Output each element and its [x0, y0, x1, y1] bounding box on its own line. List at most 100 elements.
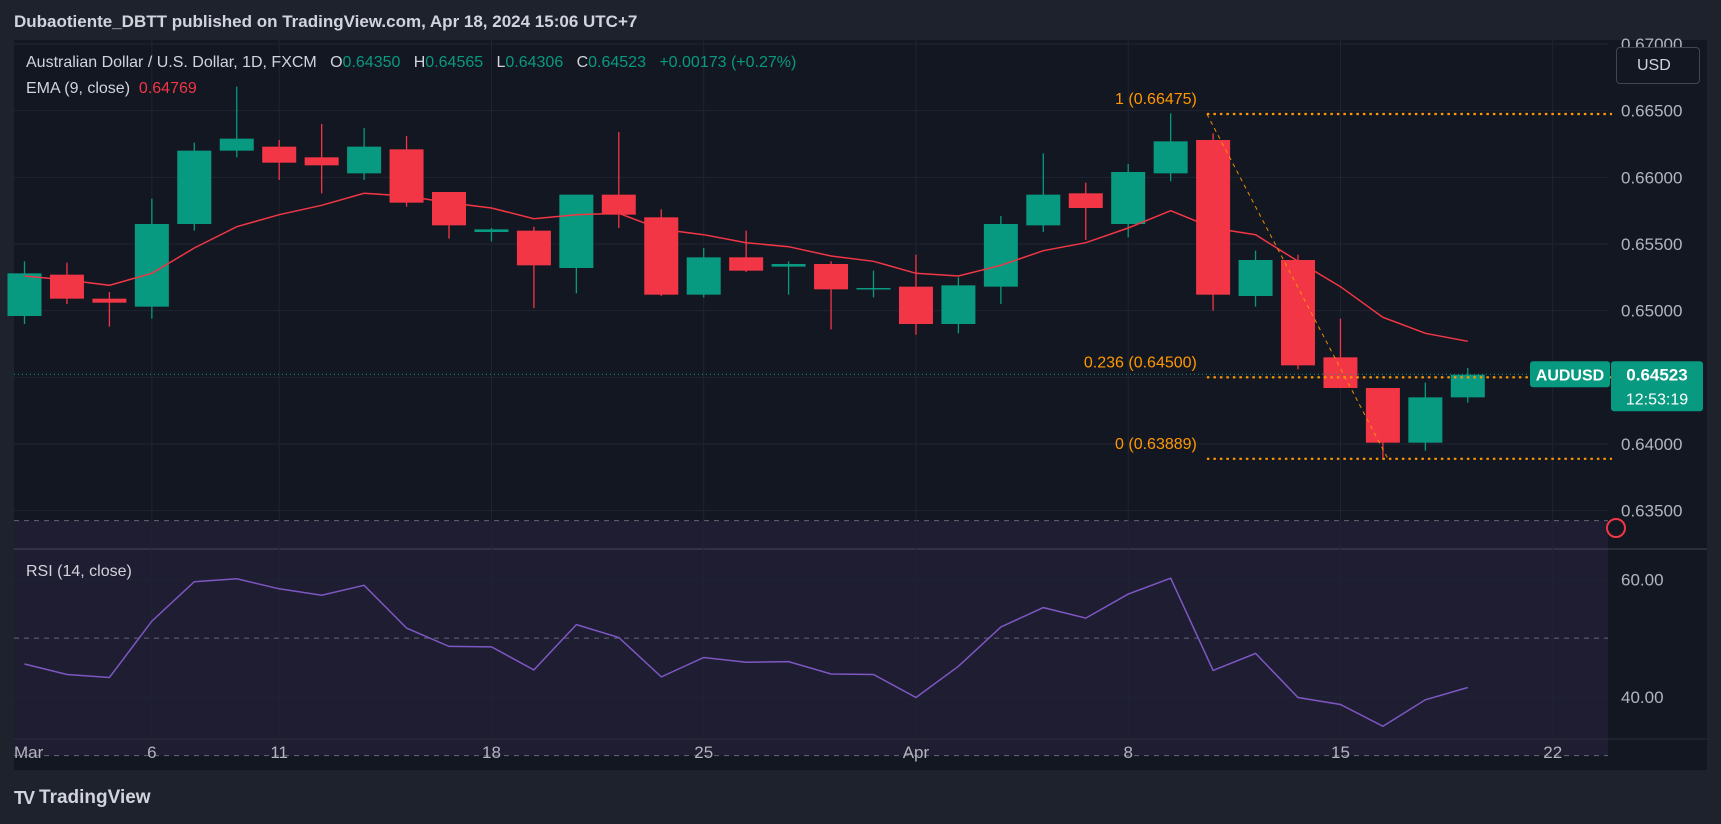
candle: [389, 136, 424, 207]
rsi-legend[interactable]: RSI (14, close): [26, 563, 132, 581]
price-axis-tick: 0.65000: [1621, 302, 1682, 321]
publisher-header: Dubaotiente_DBTT published on TradingVie…: [14, 12, 638, 31]
time-axis-tick: Apr: [903, 743, 930, 762]
candle: [7, 261, 42, 324]
open-value: 0.64350: [342, 54, 401, 71]
symbol-tag-bg: [1530, 361, 1610, 388]
candle: [474, 228, 509, 242]
candle-body: [1153, 141, 1188, 174]
candle-body: [304, 157, 339, 166]
price-axis-tick: 0.66500: [1621, 102, 1682, 121]
candle: [856, 270, 891, 298]
candle: [814, 261, 849, 330]
fibonacci-retracement[interactable]: 1 (0.66475) 0.236 (0.64500) 0 (0.63889): [1084, 91, 1612, 460]
candle-body: [219, 138, 254, 151]
close-value: 0.64523: [588, 54, 646, 71]
axes: 0.635000.640000.645000.650000.655000.660…: [14, 35, 1707, 762]
alert-circle-icon: [1606, 518, 1626, 538]
candle-body: [1323, 357, 1358, 388]
candle-body: [7, 273, 42, 316]
tradingview-brand[interactable]: TV TradingView: [14, 787, 151, 809]
candle-body: [177, 150, 212, 224]
candle-body: [686, 257, 721, 295]
candle: [219, 86, 254, 158]
candle-body: [1365, 388, 1400, 443]
low-label: L: [496, 54, 506, 71]
price-tag-bg: [1611, 361, 1703, 412]
ema-legend[interactable]: EMA (9, close) 0.64769: [26, 80, 197, 98]
candle-body: [134, 224, 169, 307]
fib-level-label: 0 (0.63889): [1115, 436, 1197, 453]
price-axis-tick: 0.64000: [1621, 435, 1682, 454]
candle: [644, 209, 679, 296]
candles: [7, 86, 1485, 459]
candle-body: [516, 230, 551, 266]
candle-body: [856, 288, 891, 290]
rsi-pane: [14, 520, 1608, 757]
candle: [729, 230, 764, 272]
symbol-legend[interactable]: Australian Dollar / U.S. Dollar, 1D, FXC…: [26, 54, 796, 72]
candle: [1365, 388, 1400, 459]
candle: [1111, 164, 1146, 238]
fib-trend-line: [1206, 113, 1389, 460]
candle: [262, 140, 297, 180]
candle-body: [771, 264, 806, 267]
candle: [134, 198, 169, 319]
low-value: 0.64306: [505, 54, 564, 71]
ema-label[interactable]: EMA (9, close): [26, 80, 131, 97]
high-label: H: [413, 54, 426, 71]
candle: [686, 248, 721, 298]
symbol-name[interactable]: Australian Dollar / U.S. Dollar, 1D, FXC…: [26, 54, 317, 71]
candle: [177, 142, 212, 231]
candle: [1196, 133, 1231, 311]
candle-body: [92, 298, 127, 303]
candle: [1281, 254, 1315, 370]
rsi-axis-tick: 40.00: [1621, 688, 1664, 707]
ema-layer: [14, 192, 1608, 375]
candle: [432, 192, 466, 239]
time-axis-tick: 8: [1123, 743, 1132, 762]
candle: [983, 216, 1018, 304]
candle: [1408, 382, 1443, 451]
price-tag: AUDUSD 0.64523 12:53:19: [1530, 361, 1703, 538]
rsi-line: [24, 577, 1469, 728]
candle: [1323, 318, 1358, 388]
change-value: +0.00173 (+0.27%): [659, 54, 797, 71]
candle-body: [559, 194, 594, 268]
candle: [1450, 368, 1485, 403]
candle: [601, 132, 636, 228]
candle-body: [983, 224, 1018, 287]
candle: [771, 261, 806, 295]
candle: [347, 128, 382, 180]
candle-body: [1026, 194, 1061, 226]
time-axis-tick: 18: [482, 743, 501, 762]
candle-body: [1111, 172, 1146, 224]
tradingview-logo-icon: TV: [14, 787, 35, 808]
rsi-label[interactable]: RSI (14, close): [26, 563, 132, 580]
price-tag-value: 0.64523: [1626, 365, 1687, 384]
rsi-line-layer: [24, 577, 1469, 728]
fib-level-label: 1 (0.66475): [1115, 91, 1197, 108]
candle: [92, 292, 127, 327]
time-axis-tick: 15: [1331, 743, 1350, 762]
candle-body: [1068, 193, 1103, 208]
candle-body: [347, 146, 382, 174]
ema-value: 0.64769: [138, 80, 197, 97]
candle-body: [1450, 374, 1485, 398]
candle: [898, 254, 933, 335]
open-label: O: [330, 54, 343, 71]
price-axis-tick: 0.66000: [1621, 168, 1682, 187]
candle-body: [814, 264, 849, 290]
time-axis-tick: 25: [694, 743, 713, 762]
currency-button[interactable]: USD: [1616, 47, 1700, 84]
time-axis-tick: 22: [1543, 743, 1562, 762]
candle-body: [474, 229, 509, 232]
candle-body: [729, 257, 764, 271]
symbol-tag-label: AUDUSD: [1536, 367, 1604, 384]
candle-body: [1238, 260, 1273, 296]
time-axis-tick: 6: [147, 743, 156, 762]
rsi-axis-tick: 60.00: [1621, 570, 1664, 589]
candle: [941, 277, 976, 334]
time-grid: [2, 40, 1554, 738]
